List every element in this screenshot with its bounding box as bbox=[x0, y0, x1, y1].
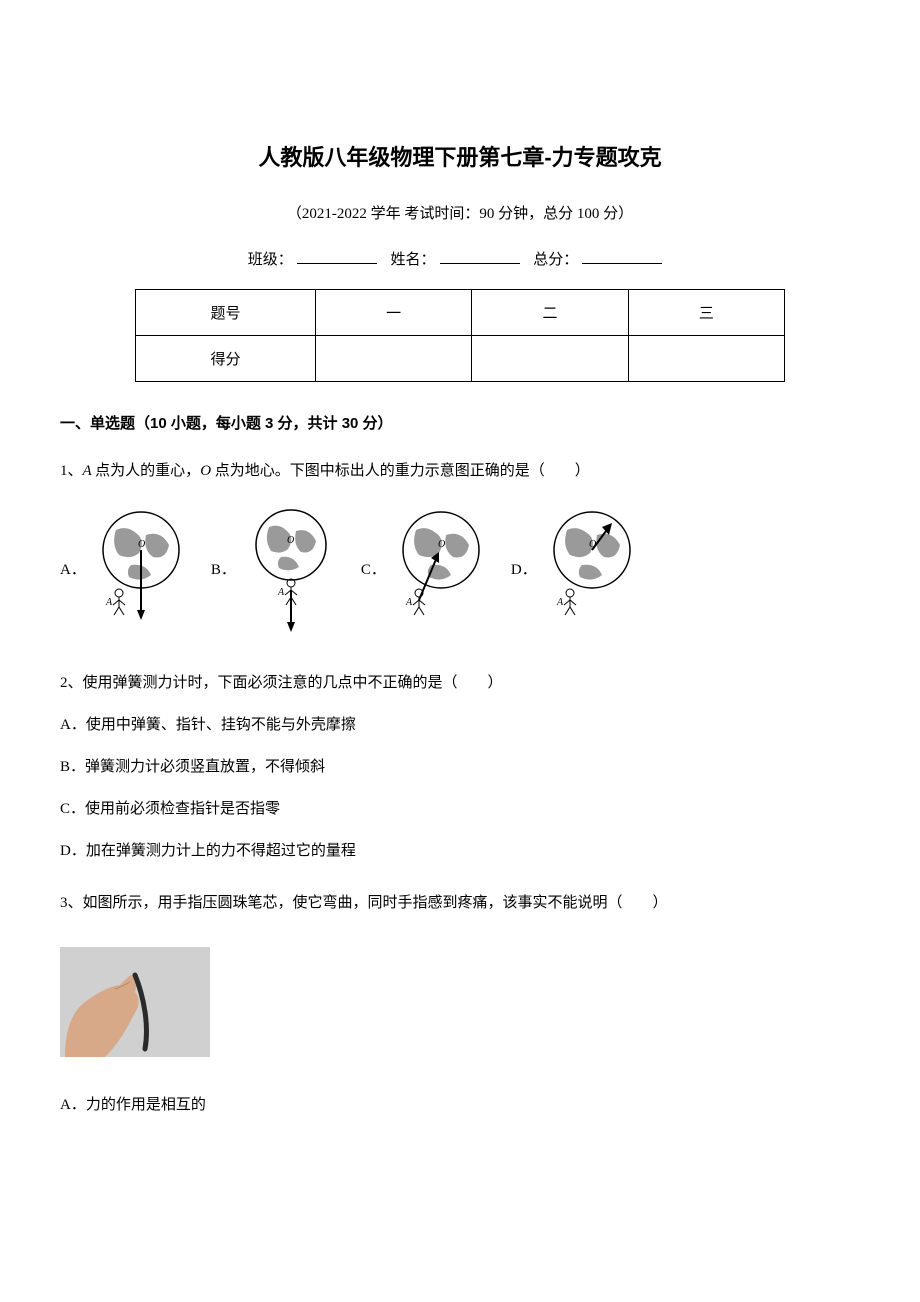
option-b: B．弹簧测力计必须竖直放置，不得倾斜 bbox=[60, 754, 860, 781]
svg-text:A: A bbox=[556, 597, 564, 608]
option-a: A．使用中弹簧、指针、挂钩不能与外壳摩擦 bbox=[60, 712, 860, 739]
globe-diagram-b: O A bbox=[241, 505, 341, 635]
q1-italic-o: O bbox=[200, 463, 215, 479]
globe-diagram-a: O A bbox=[91, 505, 191, 635]
question-1: 1、A 点为人的重心，O 点为地心。下图中标出人的重力示意图正确的是（ ） A．… bbox=[60, 458, 860, 635]
q1-text: 1、 bbox=[60, 463, 83, 479]
table-header-cell: 得分 bbox=[136, 336, 316, 382]
total-label: 总分： bbox=[533, 252, 578, 268]
q1-text: 点为地心。下图中标出人的重力示意图正确的是（ ） bbox=[215, 463, 590, 479]
table-cell: 二 bbox=[472, 290, 628, 336]
option-a: A．力的作用是相互的 bbox=[60, 1092, 860, 1119]
table-row: 得分 bbox=[136, 336, 785, 382]
name-blank bbox=[440, 263, 520, 264]
student-info-line: 班级： 姓名： 总分： bbox=[60, 248, 860, 269]
question-stem: 1、A 点为人的重心，O 点为地心。下图中标出人的重力示意图正确的是（ ） bbox=[60, 458, 860, 485]
q1-italic-a: A bbox=[83, 463, 96, 479]
table-header-cell: 题号 bbox=[136, 290, 316, 336]
option-a: A． O A bbox=[60, 505, 191, 635]
question-2: 2、使用弹簧测力计时，下面必须注意的几点中不正确的是（ ） A．使用中弹簧、指针… bbox=[60, 670, 860, 865]
section-heading: 一、单选题（10 小题，每小题 3 分，共计 30 分） bbox=[60, 412, 860, 433]
option-label: D． bbox=[511, 557, 537, 584]
option-c: C．使用前必须检查指针是否指零 bbox=[60, 796, 860, 823]
option-label: A． bbox=[60, 557, 86, 584]
class-blank bbox=[297, 263, 377, 264]
name-label: 姓名： bbox=[390, 252, 435, 268]
document-subtitle: （2021-2022 学年 考试时间：90 分钟，总分 100 分） bbox=[60, 202, 860, 223]
score-table: 题号 一 二 三 得分 bbox=[135, 289, 785, 382]
table-row: 题号 一 二 三 bbox=[136, 290, 785, 336]
total-blank bbox=[582, 263, 662, 264]
question-stem: 3、如图所示，用手指压圆珠笔芯，使它弯曲，同时手指感到疼痛，该事实不能说明（ ） bbox=[60, 890, 860, 917]
class-label: 班级： bbox=[248, 252, 293, 268]
table-cell bbox=[472, 336, 628, 382]
table-cell bbox=[628, 336, 784, 382]
svg-text:A: A bbox=[105, 597, 113, 608]
document-title: 人教版八年级物理下册第七章-力专题攻克 bbox=[60, 140, 860, 172]
option-label: B． bbox=[211, 557, 236, 584]
svg-text:O: O bbox=[287, 535, 294, 546]
option-label: C． bbox=[361, 557, 386, 584]
option-b: B． O A bbox=[211, 505, 341, 635]
option-d: D．加在弹簧测力计上的力不得超过它的量程 bbox=[60, 838, 860, 865]
option-c: C． O A bbox=[361, 505, 491, 635]
svg-text:O: O bbox=[438, 539, 445, 550]
option-d: D． O A bbox=[511, 505, 642, 635]
question-stem: 2、使用弹簧测力计时，下面必须注意的几点中不正确的是（ ） bbox=[60, 670, 860, 697]
table-cell: 三 bbox=[628, 290, 784, 336]
q3-figure bbox=[60, 947, 210, 1057]
q1-text: 点为人的重心， bbox=[95, 463, 200, 479]
globe-diagram-c: O A bbox=[391, 505, 491, 635]
question-3: 3、如图所示，用手指压圆珠笔芯，使它弯曲，同时手指感到疼痛，该事实不能说明（ ）… bbox=[60, 890, 860, 1119]
globe-diagram-d: O A bbox=[542, 505, 642, 635]
svg-text:O: O bbox=[138, 539, 145, 550]
table-cell bbox=[316, 336, 472, 382]
svg-text:A: A bbox=[277, 587, 285, 598]
table-cell: 一 bbox=[316, 290, 472, 336]
svg-text:A: A bbox=[405, 597, 413, 608]
options-row: A． O A B． bbox=[60, 505, 860, 635]
